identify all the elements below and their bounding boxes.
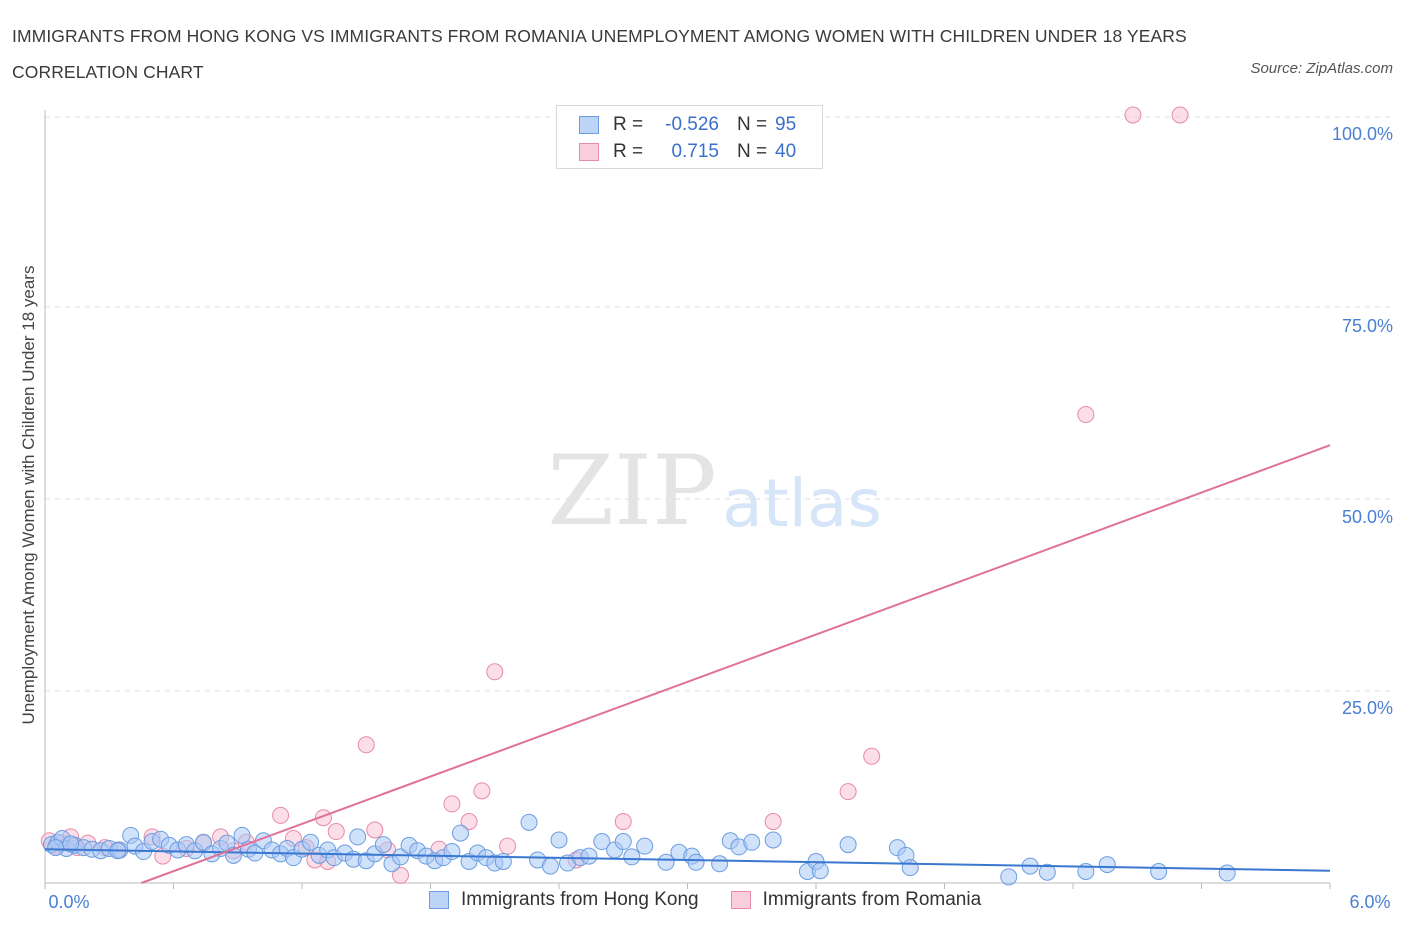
legend-r-label: R = — [613, 114, 644, 135]
hongkong-point — [839, 836, 857, 854]
hongkong-point — [392, 848, 410, 866]
legend-n-label: N = — [737, 141, 768, 162]
y-tick-label: 75.0% — [1342, 316, 1393, 336]
legend-swatch-hongkong — [429, 891, 449, 909]
x-tick-label: 0.0% — [48, 892, 89, 912]
romania-point — [327, 823, 345, 841]
legend-r-value: -0.526 — [665, 114, 719, 135]
x-tick-label: 6.0% — [1349, 892, 1390, 912]
correlation-legend: R = -0.526 N = 95 R = 0.715 N = 40 — [556, 105, 823, 169]
hongkong-point — [657, 853, 675, 871]
hongkong-point — [811, 862, 829, 880]
hongkong-point — [374, 836, 392, 854]
hongkong-point — [302, 833, 320, 851]
legend-r-value: 0.715 — [671, 141, 719, 162]
legend-swatch-romania — [579, 143, 599, 161]
hongkong-point — [47, 839, 65, 857]
hongkong-point — [901, 859, 919, 877]
hongkong-points — [42, 813, 1236, 886]
hongkong-point — [1218, 864, 1236, 882]
romania-point — [443, 795, 461, 813]
watermark: ZIP atlas — [547, 435, 881, 547]
legend-row-hongkong: R = -0.526 N = 95 — [579, 112, 796, 138]
hongkong-point — [62, 835, 80, 853]
romania-point — [839, 783, 857, 801]
y-tick-label: 50.0% — [1342, 507, 1393, 527]
legend-row-romania: R = 0.715 N = 40 — [579, 139, 796, 165]
hongkong-point — [623, 848, 641, 866]
legend-label-romania: Immigrants from Romania — [762, 889, 982, 910]
legend-n-label: N = — [737, 114, 768, 135]
y-tick-label: 25.0% — [1342, 698, 1393, 718]
romania-point — [392, 866, 410, 884]
romania-point — [499, 837, 517, 855]
series-legend: Immigrants from Hong Kong Immigrants fro… — [429, 889, 1013, 911]
hongkong-point — [550, 831, 568, 849]
romania-point — [272, 806, 290, 824]
romania-point — [486, 663, 504, 681]
romania-point — [863, 747, 881, 765]
source-label: Source: ZipAtlas.com — [1250, 60, 1393, 77]
legend-r-label: R = — [613, 141, 644, 162]
romania-point — [1077, 406, 1095, 424]
hongkong-point — [1038, 863, 1056, 881]
romania-point — [1124, 106, 1142, 124]
romania-trend-line — [141, 444, 1331, 884]
legend-n-value: 95 — [775, 114, 797, 135]
hongkong-point — [233, 826, 251, 844]
legend-n-value: 40 — [775, 141, 797, 162]
hongkong-point — [1000, 868, 1018, 886]
hongkong-point — [1098, 856, 1116, 874]
romania-point — [357, 736, 375, 754]
hongkong-point — [636, 837, 654, 855]
tick-labels: 100.0% 75.0% 50.0% 25.0% 0.0% 6.0% — [48, 124, 1393, 912]
chart-title: IMMIGRANTS FROM HONG KONG VS IMMIGRANTS … — [12, 26, 1187, 82]
romania-point — [473, 782, 491, 800]
hongkong-point — [687, 853, 705, 871]
y-axis-label: Unemployment Among Women with Children U… — [19, 266, 38, 725]
romania-point — [764, 813, 782, 831]
trend-lines — [44, 444, 1331, 884]
hongkong-point — [451, 824, 469, 842]
hongkong-point — [541, 857, 559, 875]
hongkong-point — [614, 833, 632, 851]
hongkong-point — [764, 831, 782, 849]
hongkong-point — [711, 855, 729, 873]
romania-point — [614, 813, 632, 831]
legend-label-hongkong: Immigrants from Hong Kong — [461, 889, 699, 910]
hongkong-point — [1150, 862, 1168, 880]
legend-swatch-hongkong — [579, 116, 599, 134]
romania-point — [1171, 106, 1189, 124]
legend-item-hongkong[interactable]: Immigrants from Hong Kong — [429, 889, 699, 911]
hongkong-point — [194, 833, 212, 851]
hongkong-point — [349, 828, 367, 846]
legend-swatch-romania — [730, 891, 751, 909]
hongkong-point — [520, 813, 538, 831]
romania-point — [460, 813, 478, 831]
romania-point — [366, 821, 384, 839]
hongkong-point — [593, 833, 611, 851]
legend-item-romania[interactable]: Immigrants from Romania — [730, 889, 982, 911]
watermark-zip: ZIP — [547, 435, 716, 547]
watermark-atlas: atlas — [722, 465, 882, 542]
hongkong-trend-line — [44, 848, 1331, 872]
hongkong-point — [743, 833, 761, 851]
axes — [44, 110, 1331, 889]
hongkong-point — [580, 847, 598, 865]
hongkong-point — [443, 843, 461, 861]
y-tick-label: 100.0% — [1332, 124, 1393, 144]
grid-lines — [45, 116, 1395, 692]
